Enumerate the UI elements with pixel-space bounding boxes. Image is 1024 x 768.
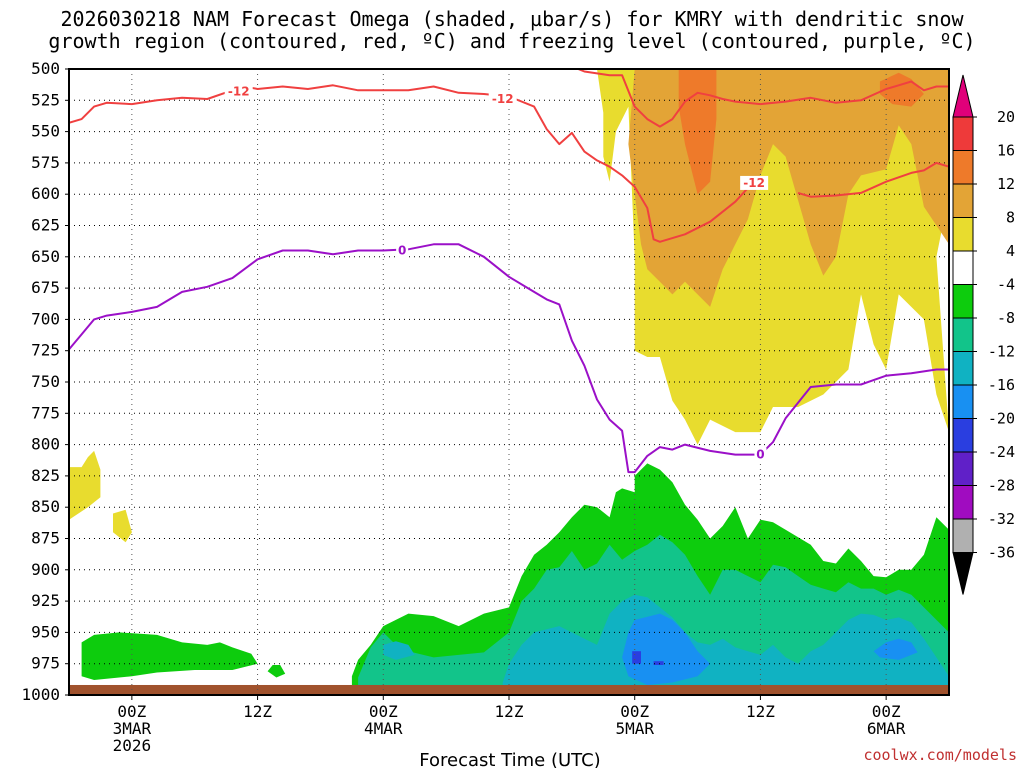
- y-tick-label: 500: [31, 59, 60, 78]
- x-tick-label: 2026: [113, 736, 152, 755]
- y-tick-label: 925: [31, 591, 60, 610]
- colorbar-label: -16: [988, 376, 1015, 394]
- contour-line: [577, 69, 949, 128]
- colorbar-bin: [952, 384, 974, 419]
- chart-title: 2026030218 NAM Forecast Omega (shaded, µ…: [0, 8, 1024, 52]
- colorbar-label: -12: [988, 343, 1015, 361]
- omega-shaded-region: [632, 651, 641, 664]
- y-tick-label: 1000: [21, 685, 60, 704]
- contour-line: [69, 84, 761, 243]
- omega-shaded-region: [267, 665, 286, 678]
- y-tick-label: 825: [31, 466, 60, 485]
- colorbar-label: -36: [988, 544, 1015, 562]
- colorbar-label: 16: [997, 142, 1015, 160]
- colorbar-bin: [952, 284, 974, 319]
- omega-shaded-region: [113, 509, 132, 543]
- x-tick-label: 00Z: [620, 702, 649, 721]
- chart-title-line: growth region (contoured, red, ºC) and f…: [48, 29, 976, 53]
- contour-label-bg: [224, 84, 253, 99]
- y-tick-label: 975: [31, 654, 60, 673]
- colorbar-label: 12: [997, 175, 1015, 193]
- colorbar-bottom-arrow: [952, 552, 974, 595]
- colorbar-bin: [952, 451, 974, 486]
- contour-label: 0: [756, 448, 764, 462]
- contour-label-bg: [740, 175, 769, 190]
- colorbar-bin: [952, 116, 974, 151]
- contour-label: -12: [492, 92, 514, 106]
- colorbar-bin: [952, 183, 974, 218]
- x-tick-label: 12Z: [746, 702, 775, 721]
- y-tick-label: 875: [31, 529, 60, 548]
- x-tick-label: 4MAR: [364, 719, 403, 738]
- contour-label: 0: [398, 244, 406, 258]
- omega-shaded-region: [69, 450, 101, 520]
- y-tick-label: 600: [31, 184, 60, 203]
- y-tick-label: 725: [31, 341, 60, 360]
- x-axis-title: Forecast Time (UTC): [419, 750, 600, 768]
- x-tick-label: 3MAR: [113, 719, 152, 738]
- chart-title-line: 2026030218 NAM Forecast Omega (shaded, µ…: [60, 7, 964, 31]
- y-axis: 500 525 550 575 600 625 650 675 700 725 750 775 800 8…: [21, 59, 69, 704]
- x-tick-label: 00Z: [369, 702, 398, 721]
- contour-label-bg: [396, 243, 409, 258]
- contour-line: [69, 243, 949, 474]
- colorbar-bin: [952, 351, 974, 386]
- colorbar-label: -20: [988, 410, 1015, 428]
- y-tick-label: 550: [31, 122, 60, 141]
- x-tick-label: 6MAR: [867, 719, 906, 738]
- y-tick-label: 700: [31, 309, 60, 328]
- x-tick-label: 00Z: [872, 702, 901, 721]
- y-tick-label: 525: [31, 90, 60, 109]
- omega-shaded-region: [879, 72, 924, 107]
- omega-shaded-region: [622, 613, 711, 685]
- colorbar-bin: [952, 317, 974, 352]
- contour-label-bg: [754, 447, 767, 462]
- y-tick-label: 800: [31, 435, 60, 454]
- contour-line: [797, 161, 949, 198]
- y-tick-label: 675: [31, 278, 60, 297]
- colorbar-label: -4: [997, 276, 1015, 294]
- colorbar-label: -24: [988, 443, 1015, 461]
- colorbar: 20 16 12 8 4 -4 -8 -12 -16 -20 -24 -28 -32 -36: [952, 74, 1015, 595]
- colorbar-bin: [952, 250, 974, 285]
- colorbar-bin: [952, 418, 974, 453]
- x-tick-label: 12Z: [495, 702, 524, 721]
- x-tick-label: 00Z: [117, 702, 146, 721]
- y-tick-label: 650: [31, 247, 60, 266]
- y-tick-label: 850: [31, 497, 60, 516]
- colorbar-label: 20: [997, 108, 1015, 126]
- colorbar-label: -8: [997, 309, 1015, 327]
- contour-label-bg: [488, 92, 517, 107]
- colorbar-label: -28: [988, 477, 1015, 495]
- omega-shaded-region: [653, 661, 664, 665]
- colorbar-top-arrow: [952, 74, 974, 118]
- colorbar-bin: [952, 518, 974, 553]
- contour-label-layer: -12 -12 -12 0 0: [224, 84, 769, 462]
- credit-text: coolwx.com/models: [863, 746, 1017, 764]
- y-tick-label: 575: [31, 153, 60, 172]
- y-tick-label: 625: [31, 216, 60, 235]
- y-tick-label: 950: [31, 622, 60, 641]
- colorbar-label: -32: [988, 510, 1015, 528]
- y-tick-label: 750: [31, 372, 60, 391]
- omega-shaded-region: [873, 638, 918, 660]
- y-tick-label: 775: [31, 403, 60, 422]
- y-tick-label: 900: [31, 560, 60, 579]
- colorbar-label: 8: [1006, 209, 1015, 227]
- colorbar-label: 4: [1006, 242, 1015, 260]
- colorbar-bin: [952, 150, 974, 185]
- x-tick-label: 5MAR: [615, 719, 654, 738]
- colorbar-bin: [952, 217, 974, 252]
- colorbar-bin: [952, 485, 974, 520]
- contour-label: -12: [228, 85, 250, 99]
- x-tick-label: 12Z: [243, 702, 272, 721]
- omega-shaded-region: [81, 632, 258, 680]
- omega-shaded-region: [383, 641, 415, 660]
- omega-shaded-region: [502, 594, 949, 693]
- contour-label: -12: [743, 176, 765, 190]
- contour-layer: [69, 69, 949, 474]
